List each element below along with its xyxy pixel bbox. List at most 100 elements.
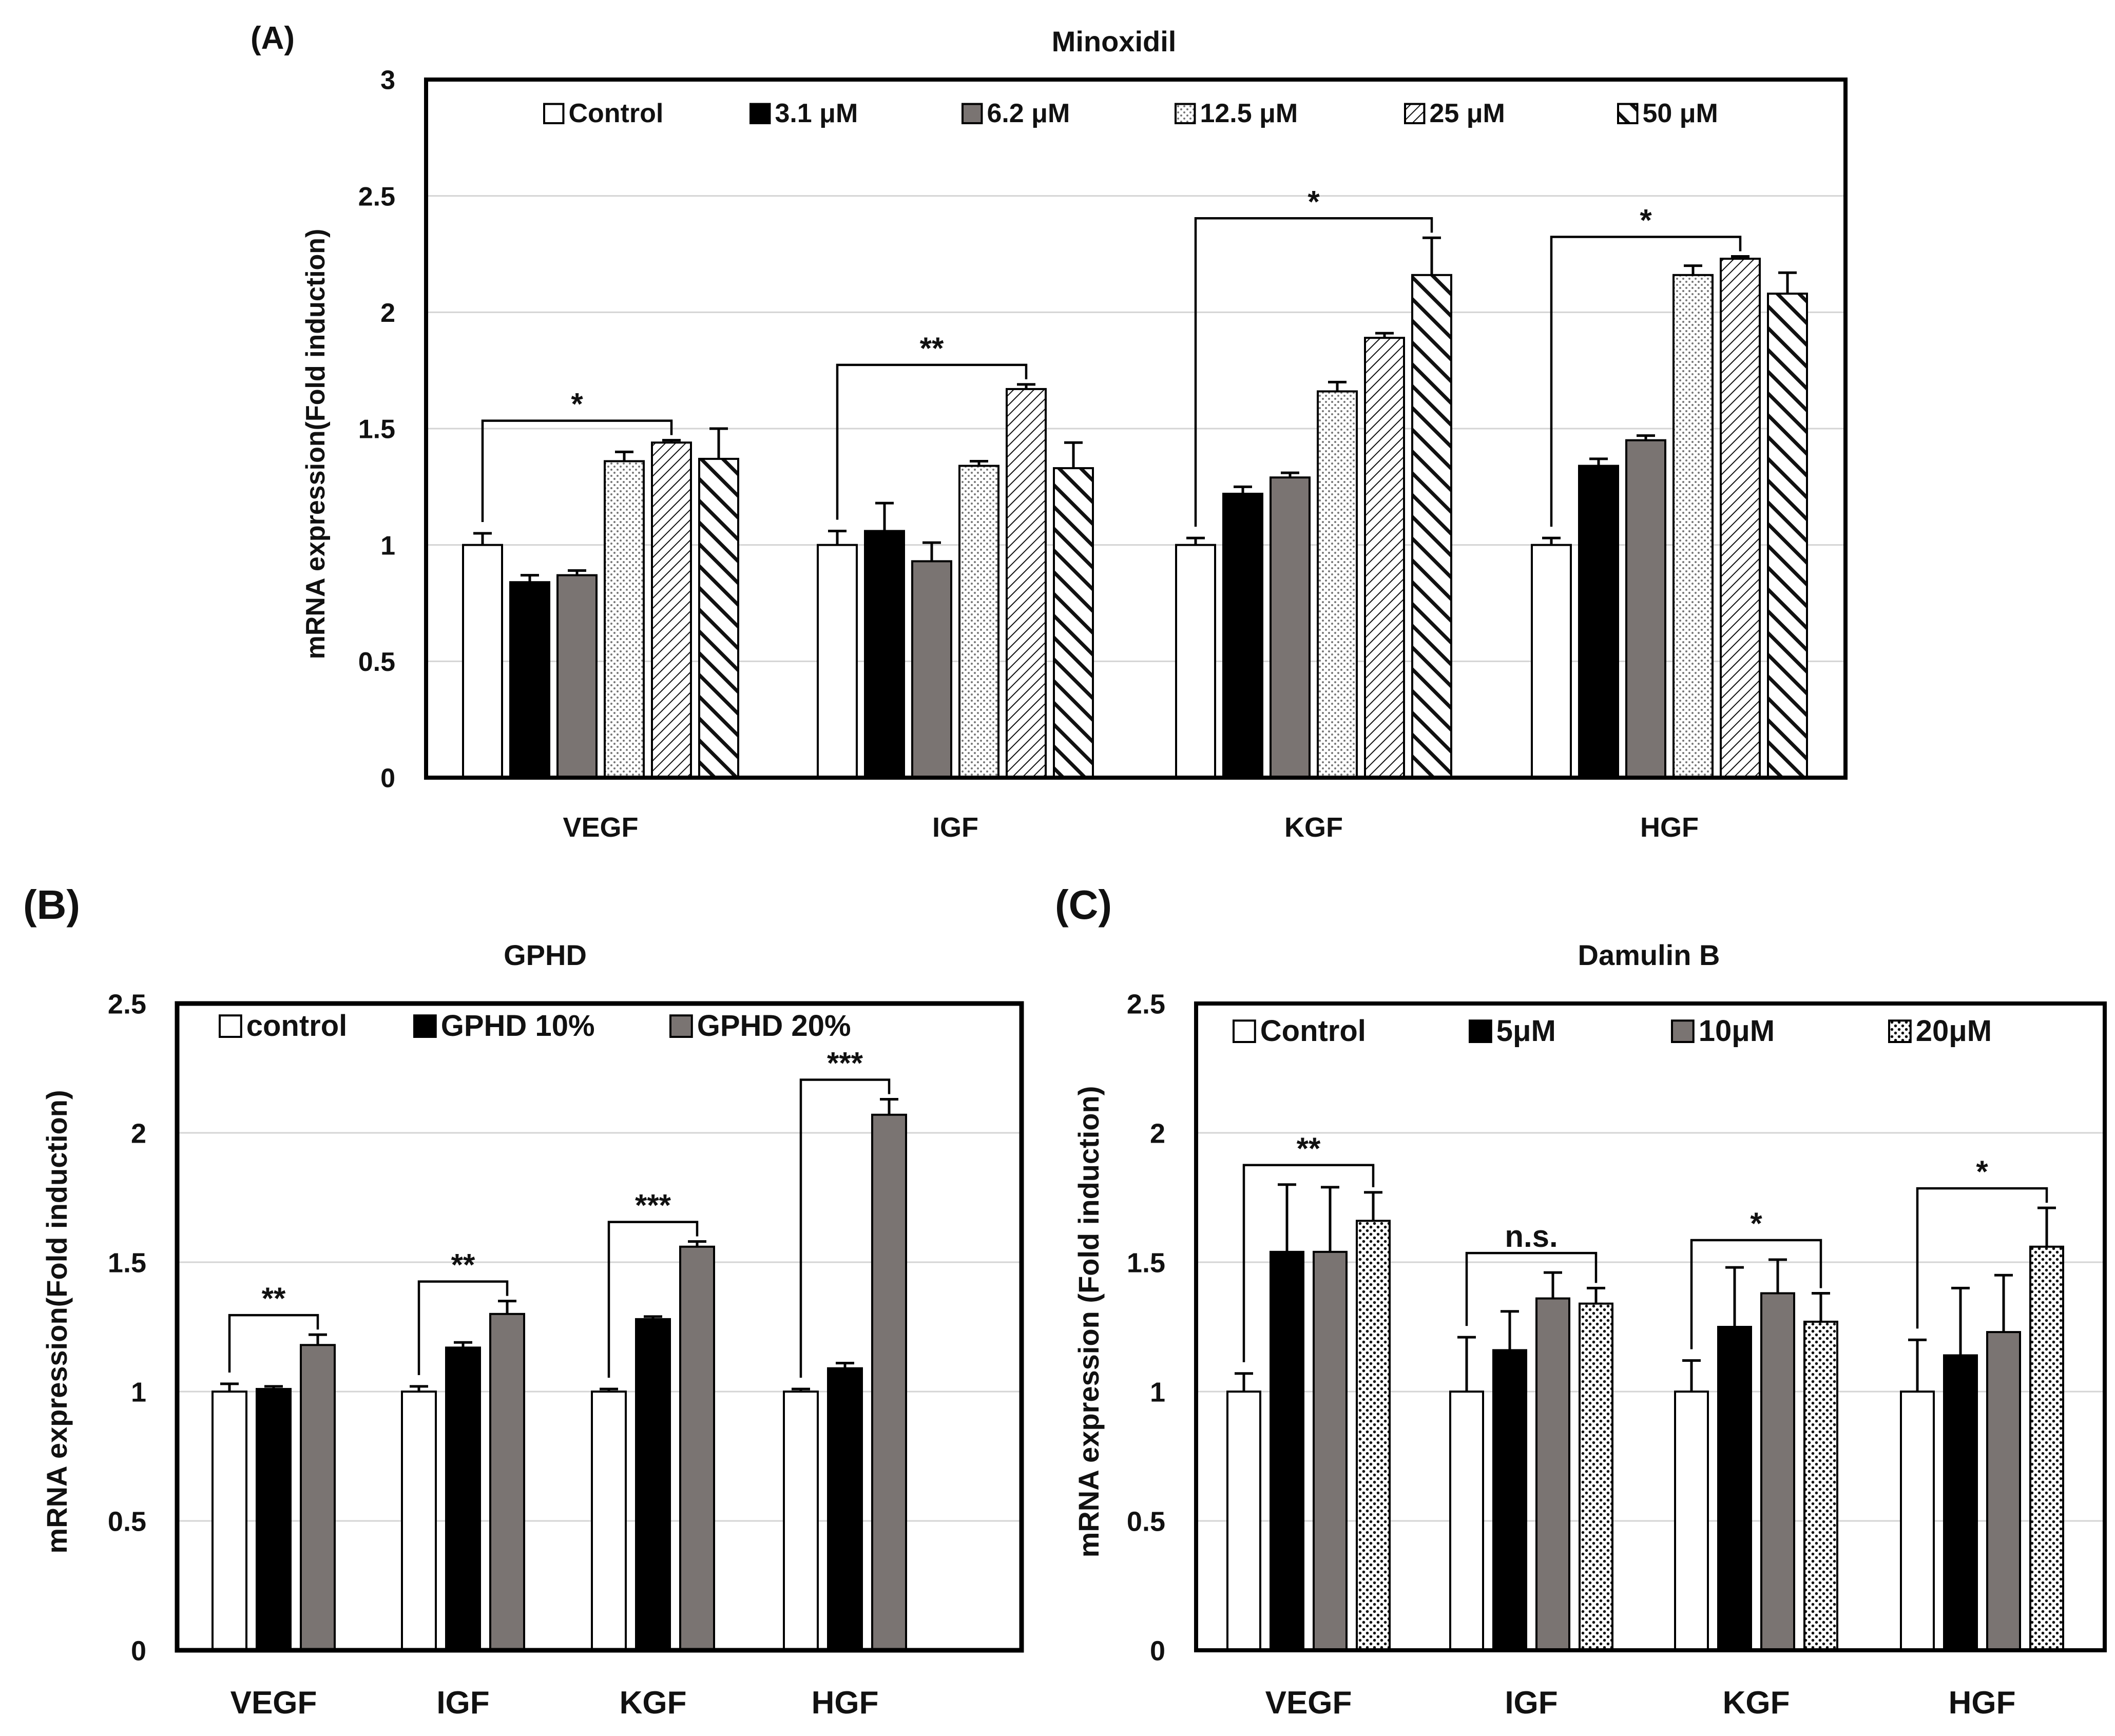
significance-bracket xyxy=(1465,1251,1598,1326)
significance-label: ** xyxy=(451,1248,475,1282)
significance-bracket xyxy=(607,1221,699,1378)
x-tick-label: IGF xyxy=(932,812,978,843)
legend-label: 3.1 μM xyxy=(775,99,858,128)
error-bar xyxy=(1731,255,1749,259)
error-bar xyxy=(568,569,586,575)
error-bar xyxy=(1281,471,1299,478)
error-bar xyxy=(1328,380,1347,392)
legend-swatch xyxy=(1175,103,1196,124)
bar-kgf-0 xyxy=(591,1391,627,1651)
significance-label: ** xyxy=(920,331,944,365)
legend-label: 50 μM xyxy=(1642,99,1718,128)
y-tick-label: 0.5 xyxy=(1127,1506,1165,1537)
legend-label: control xyxy=(246,1009,348,1043)
bar-kgf-5 xyxy=(1411,274,1452,779)
bar-vegf-2 xyxy=(1313,1250,1348,1652)
bar-igf-2 xyxy=(489,1313,525,1652)
bar-vegf-1 xyxy=(1270,1250,1304,1652)
error-bar xyxy=(473,532,492,545)
bar-igf-3 xyxy=(958,465,999,779)
x-tick-label: HGF xyxy=(1949,1685,2016,1721)
bar-igf-0 xyxy=(817,544,858,779)
y-tick-label: 1.5 xyxy=(108,1247,146,1278)
y-tick-label: 0 xyxy=(131,1635,146,1666)
error-bar xyxy=(1682,1359,1701,1392)
bar-vegf-4 xyxy=(651,441,692,779)
significance-label: *** xyxy=(827,1046,863,1080)
error-bar xyxy=(1812,1291,1830,1322)
significance-bracket xyxy=(836,363,1028,520)
bar-hgf-2 xyxy=(1625,439,1666,779)
plot-area-b: 00.511.522.5**********VEGF IGF KGF HGFcontr… xyxy=(108,989,1024,1721)
legend-swatch xyxy=(1469,1019,1492,1043)
y-axis-label-c: mRNA expression (Fold induction) xyxy=(1072,1086,1105,1558)
y-tick-label: 3 xyxy=(380,66,395,95)
significance-bracket xyxy=(1194,217,1433,527)
bar-igf-1 xyxy=(1492,1349,1527,1652)
bar-vegf-1 xyxy=(509,581,550,779)
legend-label: Control xyxy=(568,99,663,128)
bar-hgf-4 xyxy=(1720,258,1761,779)
legend-swatch xyxy=(1233,1019,1256,1043)
y-tick-label: 0.5 xyxy=(108,1506,146,1537)
plot-frame xyxy=(424,78,1848,780)
bar-igf-4 xyxy=(1006,388,1047,779)
bar-kgf-2 xyxy=(1270,476,1311,779)
error-bar xyxy=(644,1315,662,1319)
significance-bracket xyxy=(1916,1187,2048,1329)
significance-label: * xyxy=(1976,1154,1988,1189)
bar-igf-1 xyxy=(864,530,905,779)
error-bar xyxy=(880,1097,898,1115)
bar-hgf-3 xyxy=(1672,274,1714,779)
error-bar xyxy=(1235,1372,1253,1392)
bar-vegf-1 xyxy=(256,1387,292,1651)
bar-kgf-0 xyxy=(1175,544,1216,779)
error-bar xyxy=(1321,1186,1339,1252)
legend-label: 12.5 μM xyxy=(1200,99,1298,128)
error-bar xyxy=(1186,536,1205,545)
x-tick-label: IGF xyxy=(1505,1685,1558,1721)
bar-kgf-4 xyxy=(1364,337,1405,779)
panel-label-c: (C) xyxy=(1055,882,1112,928)
y-tick-label: 0 xyxy=(380,764,395,794)
plot-frame xyxy=(1194,1001,2107,1652)
y-tick-label: 2.5 xyxy=(1127,989,1165,1019)
error-bar xyxy=(2037,1206,2056,1247)
legend-swatch xyxy=(962,103,983,124)
legend-label: GPHD 10% xyxy=(441,1009,595,1043)
chart-title-a: Minoxidil xyxy=(1052,25,1177,57)
legend-label: 10μM xyxy=(1699,1014,1775,1048)
bar-igf-2 xyxy=(911,560,952,779)
significance-bracket xyxy=(799,1078,891,1378)
y-tick-label: 0.5 xyxy=(358,647,395,677)
bar-igf-0 xyxy=(401,1391,437,1651)
significance-label: * xyxy=(571,387,583,421)
bar-igf-0 xyxy=(1449,1391,1484,1651)
x-tick-label: VEGF xyxy=(563,812,638,843)
error-bar xyxy=(1017,383,1035,389)
error-bar xyxy=(1544,1271,1562,1299)
legend-label: 25 μM xyxy=(1429,99,1505,128)
error-bar xyxy=(1768,1258,1787,1294)
error-bar xyxy=(309,1333,327,1345)
x-tick-label: HGF xyxy=(1640,812,1699,843)
bar-vegf-2 xyxy=(300,1344,336,1651)
x-tick-label: KGF xyxy=(1723,1685,1790,1721)
significance-label: n.s. xyxy=(1505,1219,1558,1253)
error-bar xyxy=(836,1362,854,1368)
legend-swatch xyxy=(1671,1019,1695,1043)
legend-swatch xyxy=(1404,103,1426,124)
panel-label-b: (B) xyxy=(23,882,80,928)
error-bar xyxy=(1375,332,1394,338)
legend-swatch xyxy=(1888,1019,1912,1043)
error-bar xyxy=(1364,1191,1382,1221)
significance-label: ** xyxy=(262,1281,286,1316)
bar-kgf-2 xyxy=(1760,1292,1795,1651)
significance-bracket xyxy=(481,419,673,522)
error-bar xyxy=(1064,441,1083,469)
bar-hgf-2 xyxy=(1986,1331,2021,1652)
plot-frame xyxy=(175,1001,1024,1653)
legend-swatch xyxy=(749,103,771,124)
error-bar xyxy=(792,1387,810,1392)
